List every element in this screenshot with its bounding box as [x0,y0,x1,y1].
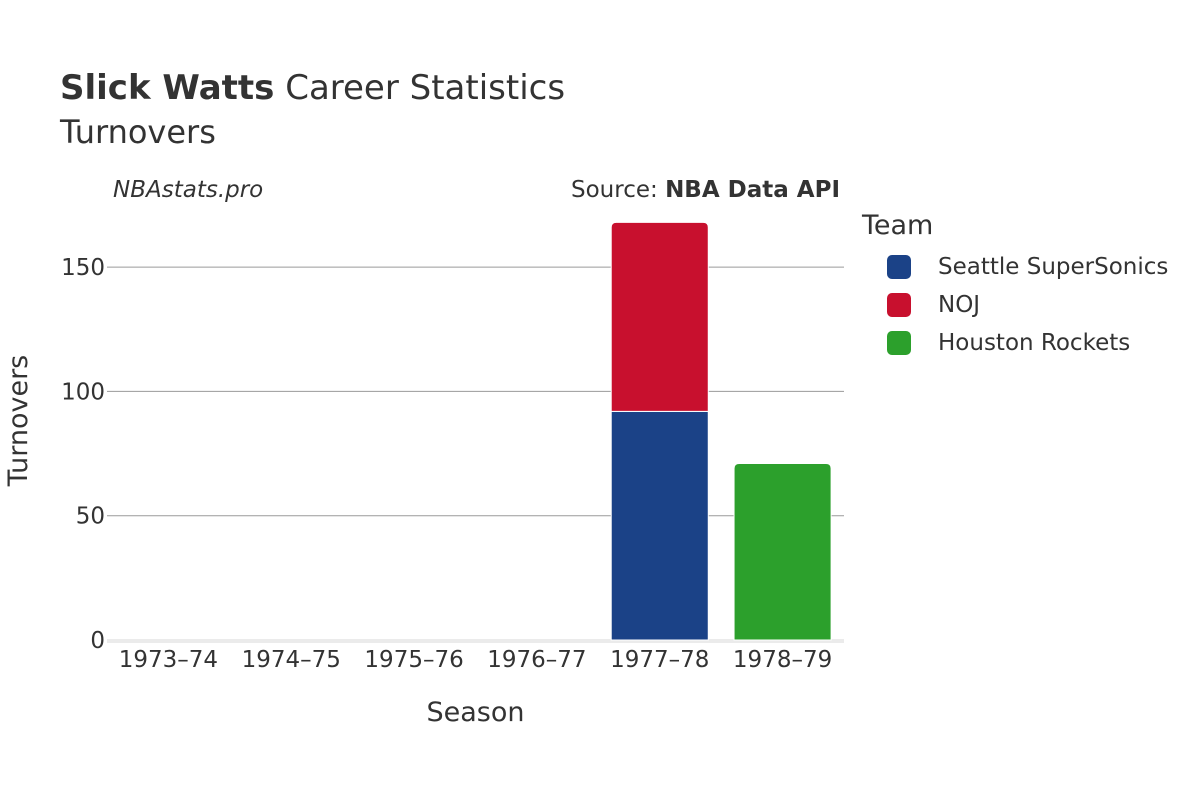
player-name: Slick Watts [60,68,275,108]
x-tick-label: 1975–76 [364,647,463,673]
y-tick-label: 100 [61,379,105,405]
source-name: NBA Data API [665,177,840,203]
x-tick-label: 1973–74 [119,647,218,673]
y-tick-label: 150 [61,255,105,281]
source-prefix: Source: [571,177,666,203]
legend-item-houston[interactable]: Houston Rockets [862,327,1130,365]
source-credit: Source: NBA Data API [571,177,840,203]
legend-swatch-noj [887,293,911,317]
chart-title: Slick Watts Career Statistics [60,68,565,108]
y-tick-label: 50 [76,504,105,530]
legend-title: Team [862,210,934,241]
title-suffix: Career Statistics [274,68,566,108]
x-tick-label: 1974–75 [242,647,341,673]
x-tick-label: 1978–79 [733,647,832,673]
legend-item-noj[interactable]: NOJ [862,289,980,327]
legend: Team Seattle SuperSonics NOJ Houston Roc… [862,210,1168,365]
legend-item-seattle[interactable]: Seattle SuperSonics [862,251,1168,289]
bar-segment [610,221,709,412]
x-tick-label: 1976–77 [487,647,586,673]
y-axis-title: Turnovers [3,355,34,488]
site-credit: NBAstats.pro [113,177,264,203]
bar-segment [733,463,832,641]
legend-label-noj: NOJ [938,292,981,318]
bar-segment [610,410,709,641]
legend-swatch-seattle [887,255,911,279]
chart-subtitle: Turnovers [60,113,216,151]
y-tick-label: 0 [90,628,105,654]
x-axis-title: Season [427,697,525,728]
legend-label-houston: Houston Rockets [938,330,1131,356]
legend-swatch-houston [887,331,911,355]
x-tick-label: 1977–78 [610,647,709,673]
legend-label-seattle: Seattle SuperSonics [938,254,1169,280]
